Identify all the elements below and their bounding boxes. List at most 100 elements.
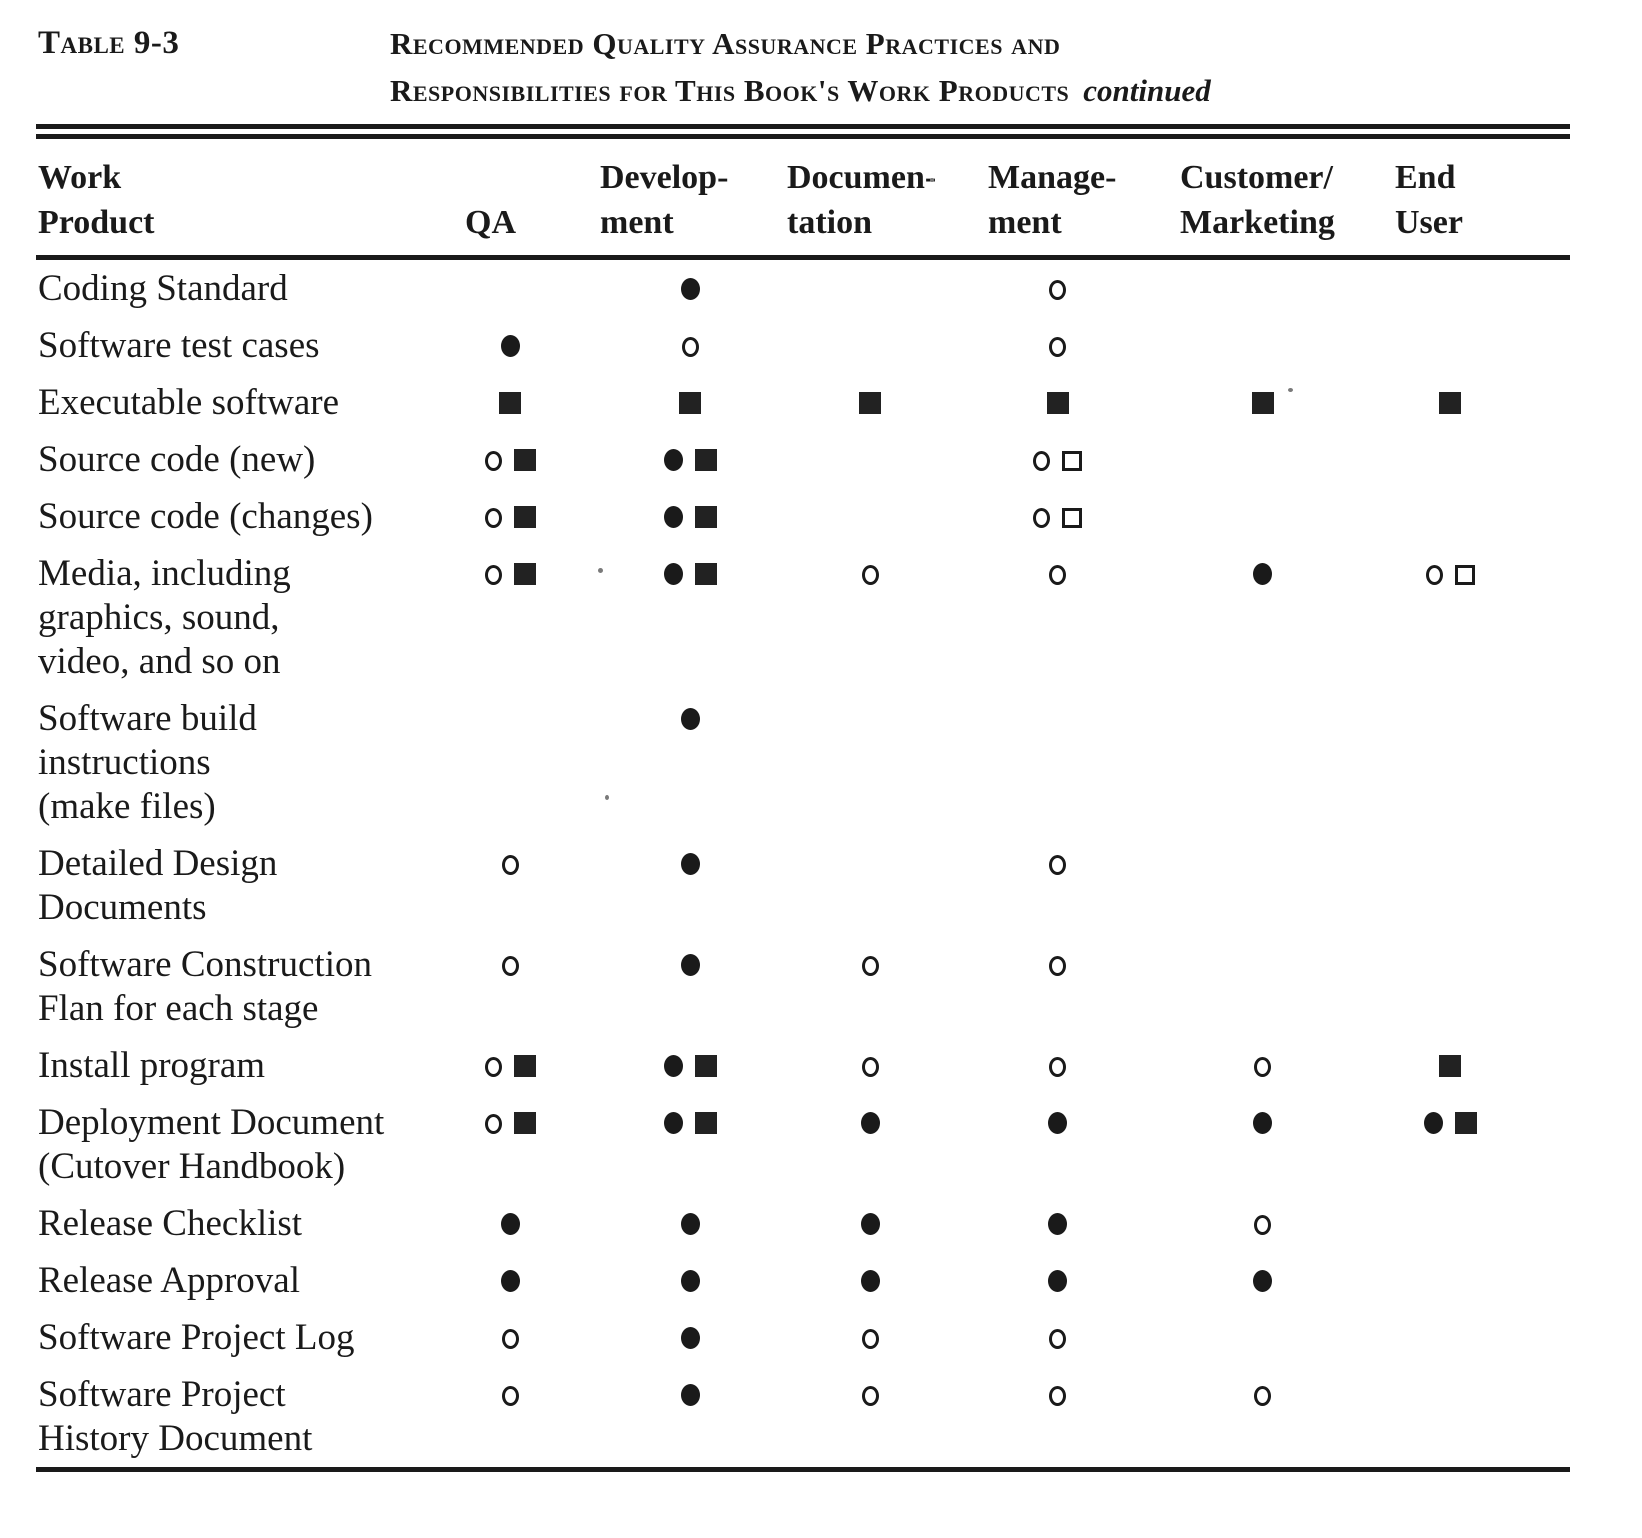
filler-cell [1530,1309,1570,1366]
table-header-row: Work Product QA Develop- ment Documen- t… [36,132,1570,258]
filler-cell [1530,317,1570,374]
work-product-label: Deployment Document (Cutover Handbook) [36,1094,420,1195]
column-header-line: Marketing [1180,204,1335,241]
responsibility-cell [960,258,1155,318]
work-product-label: Software Project Log [36,1309,420,1366]
open-circle-icon [861,956,879,976]
responsibility-cell [960,835,1155,936]
filled-square-icon [694,563,717,585]
table-row: Deployment Document (Cutover Handbook) [36,1094,1570,1195]
filled-square-icon [859,392,881,414]
open-circle-icon [484,1057,502,1077]
filled-circle-icon [680,1270,700,1292]
work-product-label-line: Coding Standard [38,268,288,309]
table-row: Software Project Log [36,1309,1570,1366]
open-circle-icon [484,451,502,471]
responsibility-cell [420,1309,600,1366]
responsibility-cell [780,488,960,545]
responsibility-cell [960,690,1155,835]
responsibility-cell [1155,690,1370,835]
table-row: Coding Standard [36,258,1570,318]
responsibility-cell [780,258,960,318]
responsibility-cell [960,431,1155,488]
work-product-label-line: (Cutover Handbook) [38,1146,346,1187]
filler-cell [1530,1366,1570,1470]
responsibility-cell [600,258,780,318]
responsibility-cell [600,1094,780,1195]
table-caption: Table 9-3 Recommended Quality Assurance … [0,20,1642,114]
open-circle-icon [1049,1057,1066,1077]
responsibility-cell [780,1252,960,1309]
filled-square-icon [1251,392,1274,414]
scanned-book-page: Table 9-3 Recommended Quality Assurance … [0,20,1642,1472]
work-product-label: Release Approval [36,1252,420,1309]
responsibility-cell [780,835,960,936]
filled-circle-icon [1048,1112,1067,1134]
open-circle-icon [861,1329,879,1349]
column-header-line: Product [38,204,155,241]
filled-circle-icon [680,954,700,976]
filled-square-icon [513,1055,536,1077]
table-row: Release Approval [36,1252,1570,1309]
work-product-label: Media, including graphics, sound, video, a… [36,545,420,690]
column-header-line: QA [465,204,516,241]
column-header-development: Develop- ment [600,132,780,258]
responsibility-cell [600,488,780,545]
filled-square-icon [499,392,521,414]
open-circle-icon [861,1057,879,1077]
table-body: Coding Standard Software test cases Execut… [36,258,1570,1470]
responsibility-cell [1155,1094,1370,1195]
responsibility-cell [1155,1037,1370,1094]
responsibility-cell [780,545,960,690]
open-circle-icon [1049,855,1066,875]
table-title-line2: Responsibilities for This Book's Work Pr… [390,67,1211,114]
column-header-line: Customer/ [1180,159,1333,196]
filled-circle-icon [680,278,700,300]
open-circle-icon [501,1386,519,1406]
filled-circle-icon [1048,1270,1067,1292]
open-circle-icon [501,855,519,875]
work-product-label: Software Project History Document [36,1366,420,1470]
responsibility-cell [1155,258,1370,318]
responsibility-cell [1370,1195,1530,1252]
filled-circle-icon [1423,1112,1443,1134]
work-product-label-line: Documents [38,887,207,928]
column-header-line: tation [787,204,872,241]
filled-square-icon [1454,1112,1477,1134]
column-header-line: Manage- [988,159,1117,196]
responsibility-cell [1370,1037,1530,1094]
responsibility-cell [960,1252,1155,1309]
responsibility-cell [600,374,780,431]
filler-cell [1530,488,1570,545]
responsibility-cell [1370,936,1530,1037]
filler-cell [1530,936,1570,1037]
responsibility-cell [1155,1252,1370,1309]
filled-circle-icon [860,1112,880,1134]
work-product-label: Software build instructions (make files) [36,690,420,835]
work-product-label-line: Detailed Design [38,843,278,884]
filler-cell [1530,835,1570,936]
responsibility-cell [960,1366,1155,1470]
responsibility-cell [960,488,1155,545]
work-product-label-line: Release Checklist [38,1203,303,1244]
table-row: Executable software [36,374,1570,431]
responsibility-cell [780,690,960,835]
filled-circle-icon [680,708,700,730]
filler-cell [1530,374,1570,431]
responsibility-cell [600,835,780,936]
work-product-label: Source code (new) [36,431,420,488]
column-header-customer-marketing: Customer/ Marketing [1155,132,1370,258]
filler-cell [1530,1252,1570,1309]
work-product-label-line: instructions [38,742,211,783]
filler-cell [1530,545,1570,690]
column-header-work-product: Work Product [36,132,420,258]
responsibility-cell [780,374,960,431]
open-circle-icon [1049,565,1066,585]
responsibility-cell [600,1366,780,1470]
responsibility-cell [780,1366,960,1470]
work-product-label-line: Software build [38,698,257,739]
responsibility-cell [420,431,600,488]
work-product-label: Release Checklist [36,1195,420,1252]
responsibility-cell [1370,258,1530,318]
responsibility-cell [1155,488,1370,545]
